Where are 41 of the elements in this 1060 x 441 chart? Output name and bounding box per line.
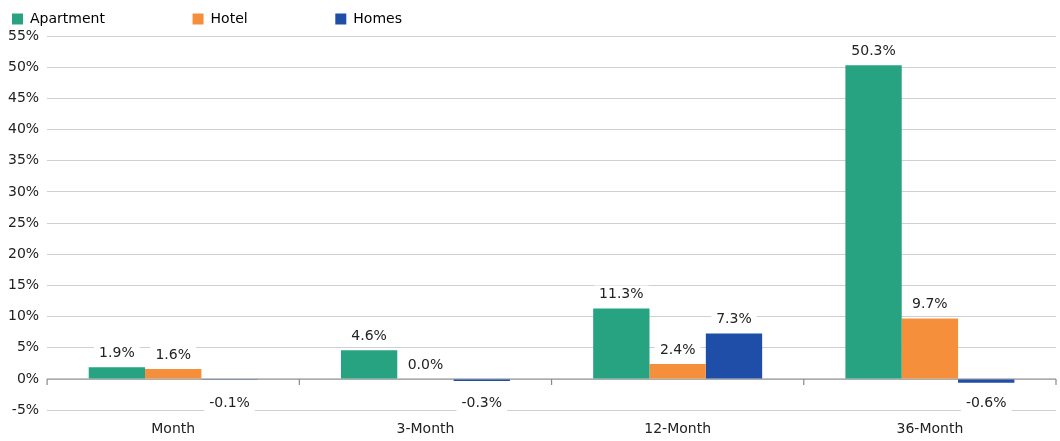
legend-label: Hotel [210,9,324,26]
bar [649,364,706,379]
data-label: 9.7% [912,295,948,312]
y-tick-label: 20% [7,244,40,261]
data-label: 2.4% [659,340,696,357]
y-tick-label: 15% [7,276,40,293]
y-tick-label: 5% [16,338,40,355]
y-tick-label: 50% [7,57,40,74]
y-tick-label: 25% [7,213,40,230]
x-tick-label: 3-Month [396,420,455,437]
y-tick-label: -5% [11,400,40,417]
bar [845,65,902,379]
y-tick-label: 30% [7,182,40,199]
data-label: 1.9% [99,343,135,360]
bar [145,369,202,379]
data-label: 11.3% [599,285,644,302]
x-tick-label: Month [151,420,196,437]
y-tick-label: 35% [7,151,40,168]
legend-label: Apartment [30,9,181,26]
x-tick-label: 12-Month [644,420,712,437]
y-tick-label: 10% [7,307,40,324]
y-tick-label: 45% [7,89,40,106]
data-label: 7.3% [716,310,752,327]
bar [593,308,650,379]
data-label: -0.6% [965,393,1007,410]
bar [958,379,1015,383]
legend-label: Homes [353,9,478,26]
y-tick-label: 55% [7,26,40,43]
bar [340,350,398,379]
bar [901,318,959,379]
y-tick-label: 40% [7,120,40,137]
data-label: 50.3% [851,41,896,58]
x-tick-label: 36-Month [896,420,964,437]
bar [705,333,763,379]
data-label: -0.1% [209,393,250,410]
data-label: 4.6% [351,326,387,343]
data-label: 1.6% [155,345,192,362]
data-label: 0.0% [407,355,444,372]
y-tick-label: 0% [16,369,40,386]
data-label: -0.3% [461,393,503,410]
bar [88,367,146,379]
